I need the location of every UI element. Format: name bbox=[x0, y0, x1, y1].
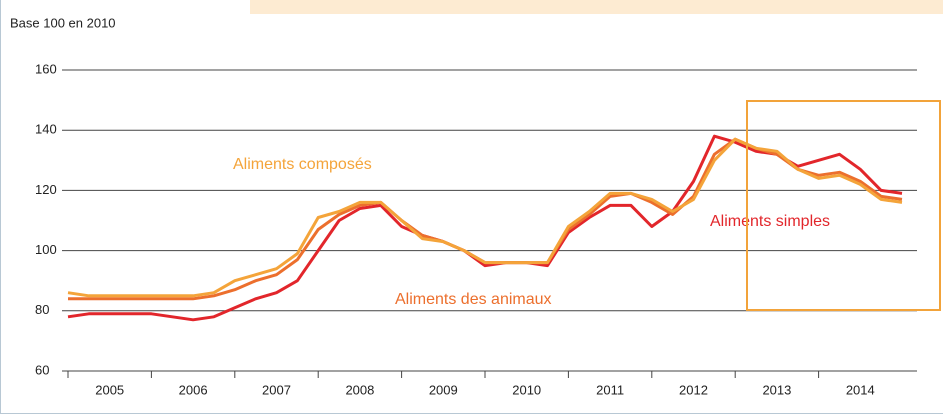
y-tick-label: 120 bbox=[35, 182, 57, 197]
y-tick-label: 160 bbox=[35, 61, 57, 76]
chart-title: Base 100 en 2010 bbox=[10, 15, 116, 30]
x-tick-label: 2010 bbox=[512, 382, 541, 397]
x-tick-label: 2013 bbox=[762, 382, 791, 397]
y-tick-label: 140 bbox=[35, 122, 57, 137]
y-tick-label: 60 bbox=[35, 362, 49, 377]
x-tick-label: 2014 bbox=[846, 382, 875, 397]
x-tick-label: 2011 bbox=[596, 382, 624, 397]
plot: 60 80 100 120 140 160 2005 2006 2007 2008 2009 2010… bbox=[35, 61, 917, 397]
x-tick-label: 2012 bbox=[679, 382, 708, 397]
series-line bbox=[67, 134, 903, 322]
series-label: Aliments simples bbox=[710, 213, 830, 230]
top-band bbox=[250, 0, 943, 14]
y-tick-label: 100 bbox=[35, 242, 57, 257]
x-tick-label: 2007 bbox=[262, 382, 291, 397]
x-tick-label: 2008 bbox=[345, 382, 374, 397]
series-line bbox=[67, 137, 903, 298]
series-label: Aliments composés bbox=[233, 156, 372, 173]
x-tick-label: 2005 bbox=[95, 382, 124, 397]
series-label: Aliments des animaux bbox=[395, 291, 552, 308]
x-tick-label: 2009 bbox=[429, 382, 458, 397]
y-tick-label: 80 bbox=[35, 302, 49, 317]
highlight-box bbox=[746, 100, 941, 311]
x-tick-label: 2006 bbox=[179, 382, 208, 397]
